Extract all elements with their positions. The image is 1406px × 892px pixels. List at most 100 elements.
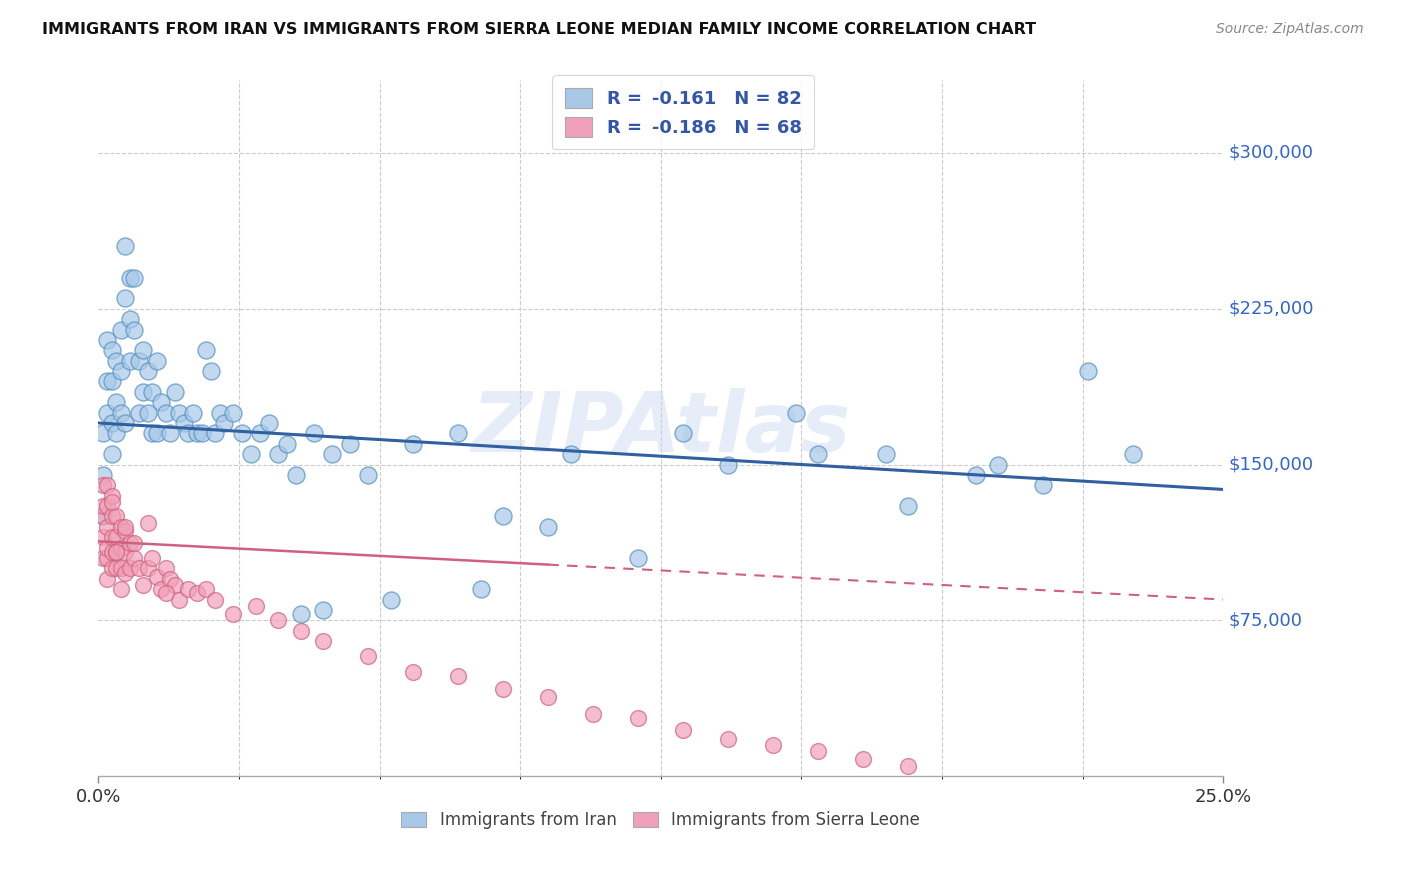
Point [101,489,124,503]
Point [114,239,136,253]
Point [96,572,118,586]
Point [91,530,114,544]
Point [785,406,807,420]
Point [132,578,155,592]
Point [560,447,582,461]
Point [132,343,155,358]
Point [110,541,132,555]
Point [105,545,128,559]
Point [717,458,740,472]
Point [128,406,150,420]
Point [96,520,118,534]
Point [312,603,335,617]
Point [402,436,425,450]
Point [114,291,136,305]
Text: $150,000: $150,000 [1229,456,1315,474]
Point [1077,364,1099,378]
Point [150,395,173,409]
Point [91,509,114,524]
Point [124,270,146,285]
Point [124,322,146,336]
Point [195,343,218,358]
Point [357,467,380,482]
Point [110,364,132,378]
Point [96,406,118,420]
Point [105,353,128,368]
Point [240,447,263,461]
Point [177,582,200,596]
Point [267,613,290,627]
Point [136,406,159,420]
Point [163,578,186,592]
Point [101,530,124,544]
Point [807,744,830,758]
Point [101,509,124,524]
Point [987,458,1010,472]
Point [105,561,128,575]
Point [91,426,114,441]
Text: Source: ZipAtlas.com: Source: ZipAtlas.com [1216,22,1364,37]
Point [169,592,191,607]
Point [136,364,159,378]
Point [110,520,132,534]
Point [163,384,186,399]
Point [200,364,222,378]
Point [897,499,920,513]
Point [91,478,114,492]
Point [141,384,163,399]
Point [222,406,245,420]
Point [101,447,124,461]
Point [155,586,177,600]
Point [321,447,343,461]
Point [447,426,470,441]
Point [807,447,830,461]
Legend: Immigrants from Iran, Immigrants from Sierra Leone: Immigrants from Iran, Immigrants from Si… [392,803,929,838]
Point [852,752,875,766]
Point [118,561,141,575]
Point [128,561,150,575]
Point [402,665,425,680]
Point [177,426,200,441]
Point [186,586,208,600]
Point [249,426,271,441]
Point [762,738,785,752]
Point [132,384,155,399]
Point [150,582,173,596]
Point [285,467,308,482]
Point [195,582,218,596]
Point [1122,447,1144,461]
Point [118,270,141,285]
Point [101,495,124,509]
Point [380,592,402,607]
Point [146,426,169,441]
Point [114,524,136,538]
Text: $225,000: $225,000 [1229,300,1315,318]
Point [124,551,146,566]
Point [118,353,141,368]
Point [91,551,114,566]
Point [118,312,141,326]
Point [118,536,141,550]
Point [965,467,987,482]
Point [155,406,177,420]
Point [114,416,136,430]
Point [214,416,236,430]
Point [169,406,191,420]
Point [627,711,650,725]
Point [110,582,132,596]
Point [105,395,128,409]
Point [96,541,118,555]
Point [267,447,290,461]
Point [231,426,253,441]
Point [186,426,208,441]
Point [492,681,515,696]
Point [101,416,124,430]
Point [141,551,163,566]
Point [290,607,312,621]
Point [136,516,159,530]
Point [96,551,118,566]
Point [96,499,118,513]
Point [146,353,169,368]
Point [339,436,361,450]
Point [96,375,118,389]
